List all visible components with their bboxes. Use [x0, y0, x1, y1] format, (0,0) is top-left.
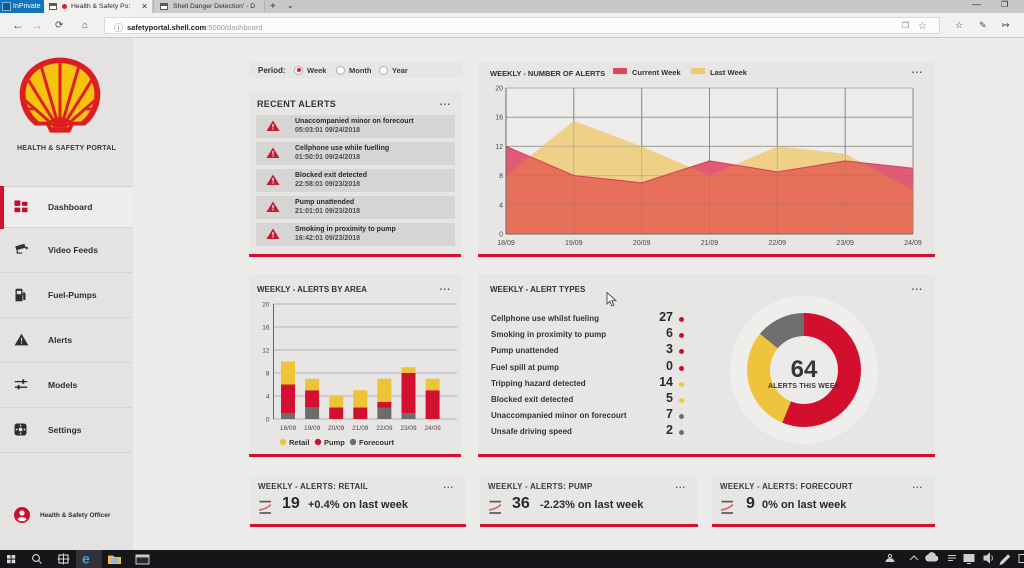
svg-text:64: 64 — [791, 356, 818, 383]
svg-text:0: 0 — [499, 232, 503, 239]
svg-text:22/09: 22/09 — [769, 240, 787, 247]
svg-text:23/09: 23/09 — [400, 425, 417, 432]
svg-text:20: 20 — [262, 302, 270, 309]
svg-text:20/09: 20/09 — [633, 240, 651, 247]
svg-text:22/09: 22/09 — [376, 425, 393, 432]
svg-text:Retail: Retail — [289, 438, 309, 447]
svg-text:ALERTS THIS WEEK: ALERTS THIS WEEK — [768, 383, 840, 390]
svg-text:16: 16 — [495, 115, 503, 122]
svg-text:e: e — [82, 551, 90, 567]
svg-text:0: 0 — [266, 417, 270, 424]
svg-text:18/09: 18/09 — [280, 425, 297, 432]
svg-text:20: 20 — [495, 86, 503, 93]
svg-text:21/09: 21/09 — [352, 425, 369, 432]
svg-text:12: 12 — [495, 144, 503, 151]
svg-text:24/09: 24/09 — [904, 240, 922, 247]
svg-text:16: 16 — [262, 325, 270, 332]
svg-text:23/09: 23/09 — [836, 240, 854, 247]
svg-text:19/09: 19/09 — [565, 240, 583, 247]
svg-text:20/09: 20/09 — [328, 425, 345, 432]
svg-text:Pump: Pump — [324, 438, 345, 447]
svg-text:21/09: 21/09 — [701, 240, 719, 247]
svg-text:19/09: 19/09 — [304, 425, 321, 432]
svg-text:18/09: 18/09 — [497, 240, 515, 247]
svg-text:12: 12 — [262, 348, 270, 355]
svg-text:24/09: 24/09 — [424, 425, 441, 432]
svg-text:Forecourt: Forecourt — [359, 438, 395, 447]
svg-text:8: 8 — [266, 371, 270, 378]
svg-text:4: 4 — [266, 394, 270, 401]
svg-text:8: 8 — [499, 173, 503, 180]
svg-text:4: 4 — [499, 202, 503, 209]
